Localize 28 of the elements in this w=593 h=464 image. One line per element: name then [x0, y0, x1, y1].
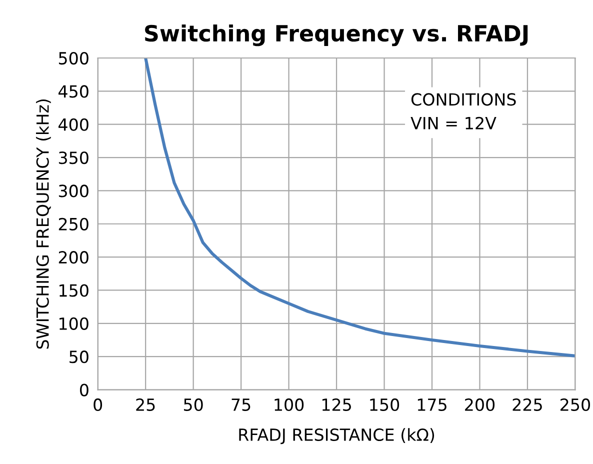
x-tick-label: 150	[370, 398, 400, 411]
y-tick-label: 0	[80, 384, 88, 396]
line-series	[144, 58, 576, 358]
x-tick-label: 75	[232, 398, 250, 411]
y-axis-title: SWITCHING FREQUENCY (kHz)	[36, 99, 51, 349]
annotation: VIN = 12V	[410, 116, 496, 130]
x-tick-label: 25	[136, 398, 155, 411]
y-tick-label: 50	[70, 350, 88, 364]
y-tick-label: 450	[58, 85, 88, 98]
y-tick-label: 400	[58, 118, 88, 131]
x-tick-label: 250	[560, 398, 590, 411]
x-tick-label: 125	[322, 398, 351, 411]
y-tick-label: 200	[58, 251, 88, 264]
y-tick-label: 500	[58, 52, 88, 65]
x-tick-label: 175	[418, 398, 446, 411]
y-tick-label: 350	[58, 151, 88, 164]
x-tick-label: 50	[184, 398, 203, 411]
chart-title: Switching Frequency vs. RFADJ	[145, 24, 528, 46]
y-tick-label: 100	[60, 317, 88, 330]
x-tick-label: 225	[512, 398, 542, 411]
annotation: CONDITIONS	[411, 93, 516, 106]
y-tick-label: 300	[58, 184, 88, 198]
y-tick-label: 150	[60, 284, 88, 297]
y-tick-label: 250	[58, 218, 88, 230]
x-tick-label: 200	[465, 398, 495, 411]
x-tick-label: 100	[274, 398, 304, 411]
x-axis-title: RFADJ RESISTANCE (kΩ)	[239, 428, 434, 444]
x-tick-label: 0	[94, 398, 102, 411]
